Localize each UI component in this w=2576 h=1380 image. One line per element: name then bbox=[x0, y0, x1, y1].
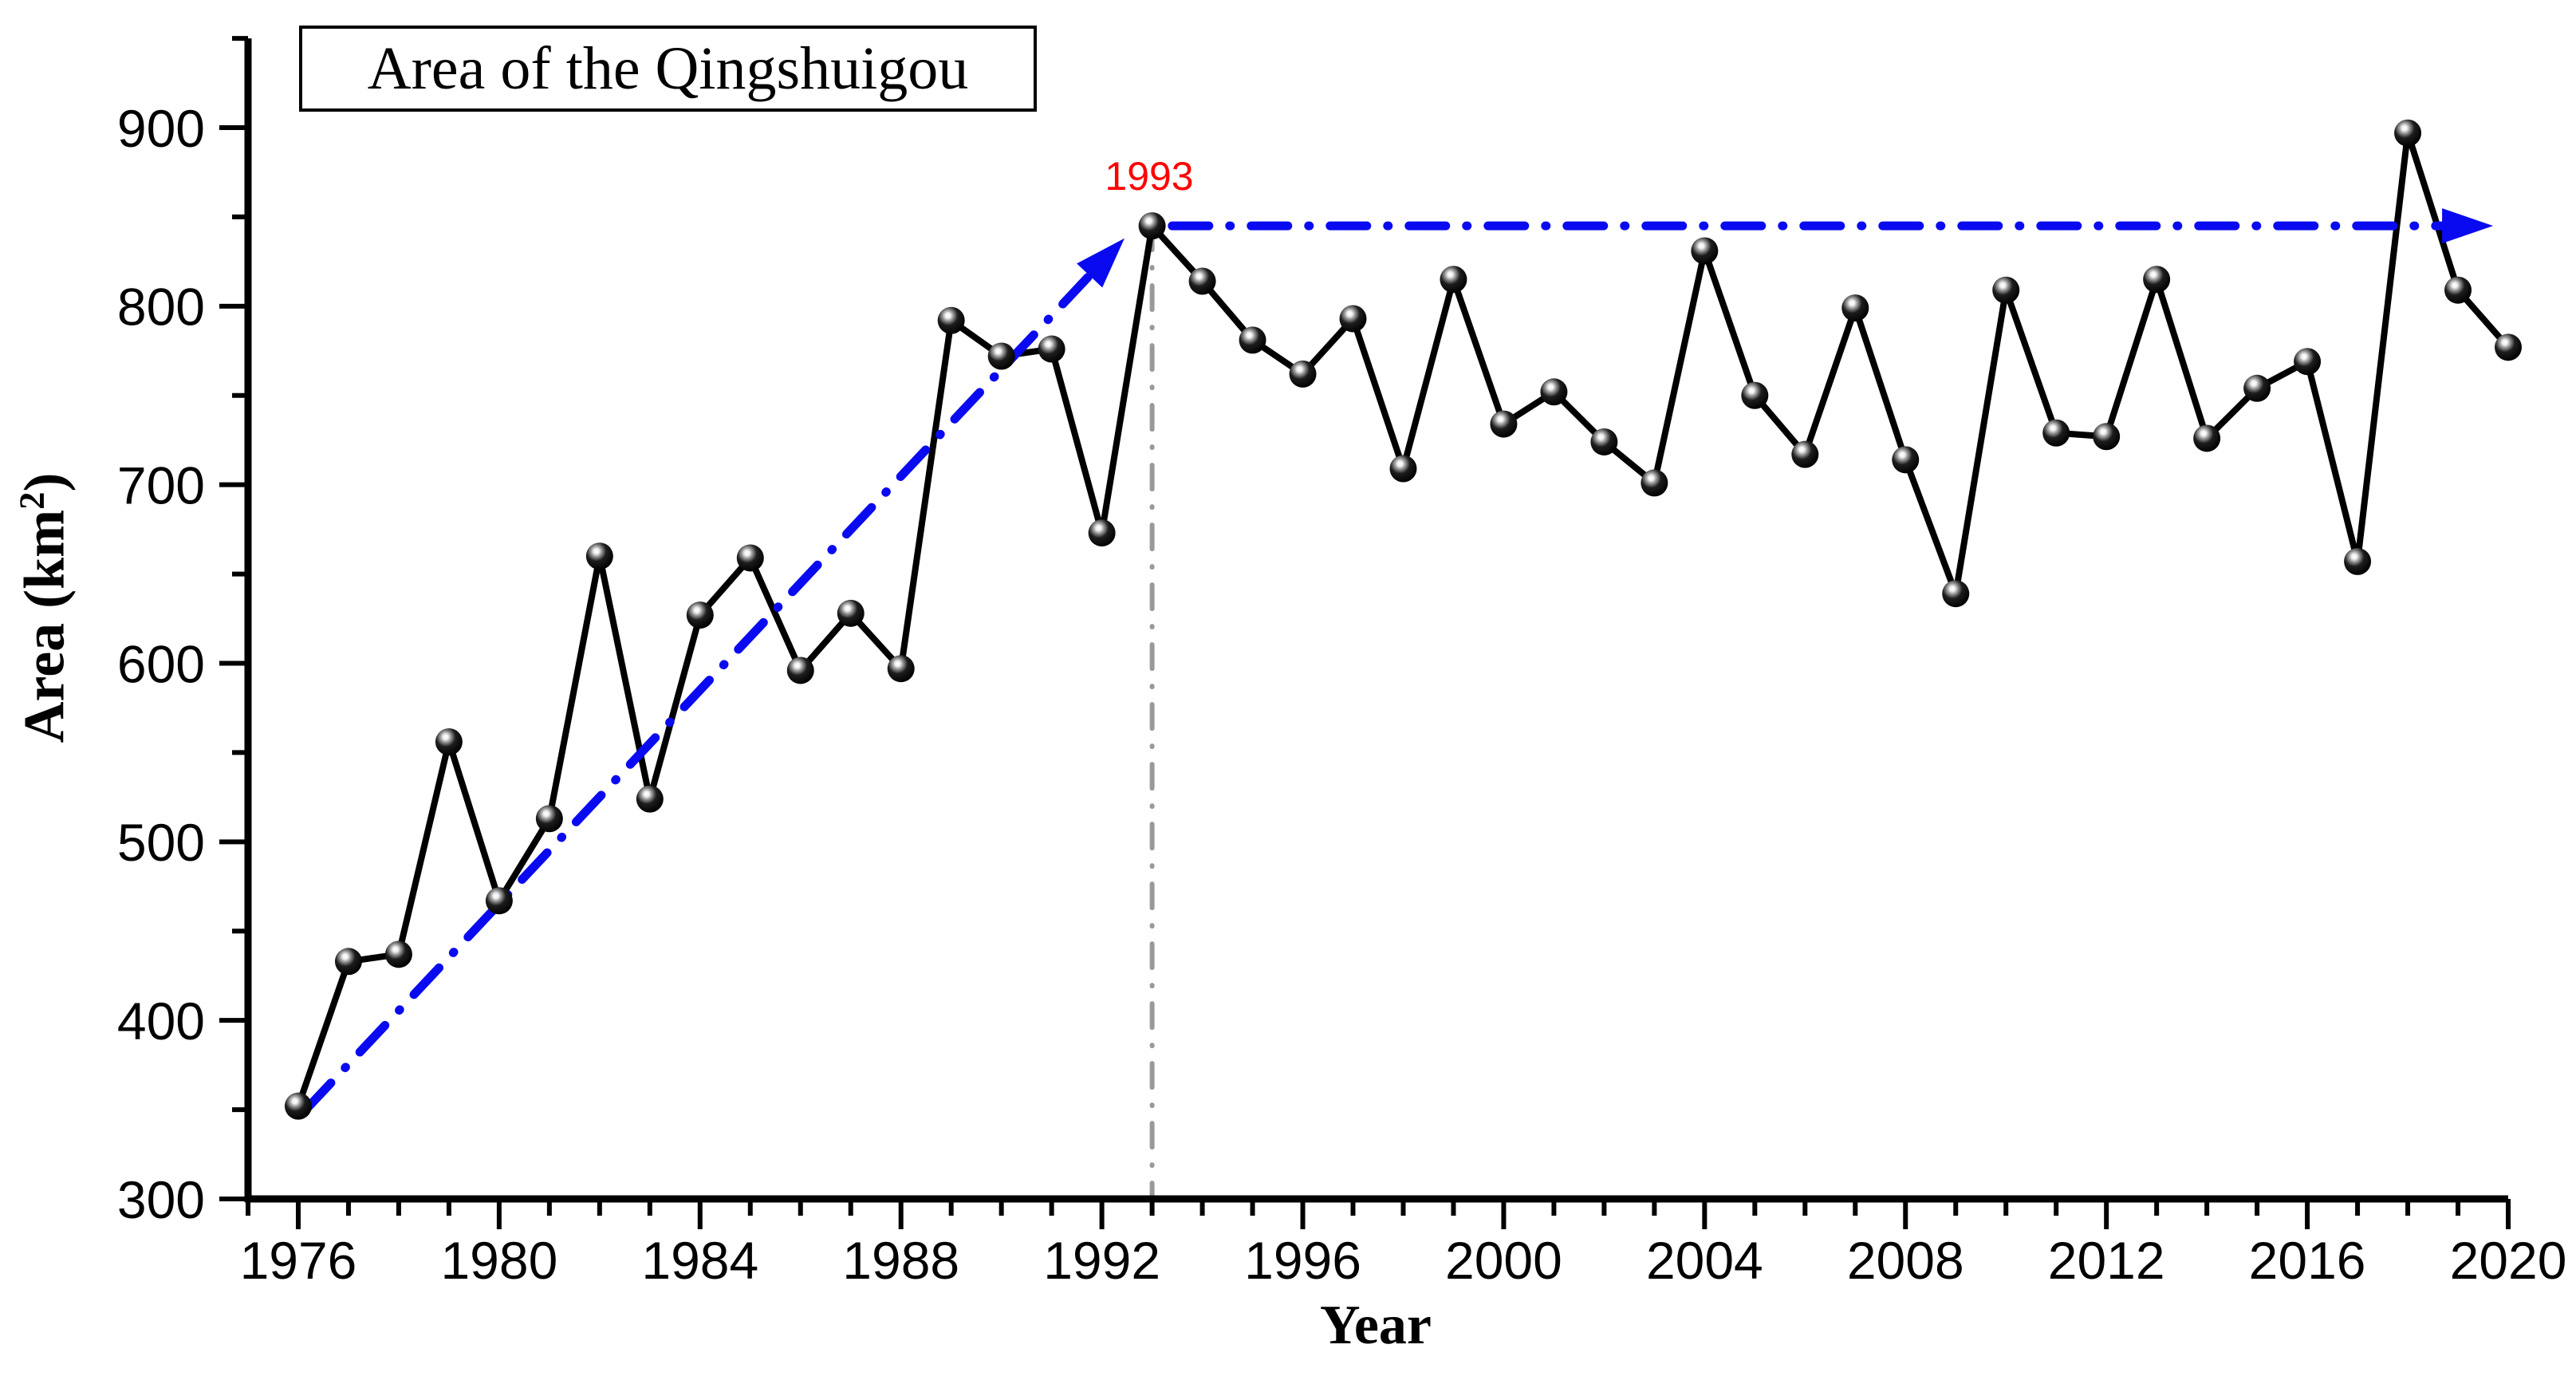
data-point-marker bbox=[2394, 119, 2422, 147]
data-point-marker bbox=[485, 887, 513, 915]
data-point-marker bbox=[585, 542, 613, 570]
data-point-marker bbox=[1841, 294, 1869, 322]
chart-title-box: Area of the Qingshuigou bbox=[299, 26, 1037, 112]
data-point-marker bbox=[937, 306, 965, 334]
data-point-marker bbox=[1892, 446, 1920, 474]
data-point-marker bbox=[1992, 276, 2020, 304]
data-point-marker bbox=[1540, 378, 1568, 406]
data-point-marker bbox=[987, 342, 1015, 370]
annotation-1993: 1993 bbox=[1105, 154, 1194, 199]
data-point-marker bbox=[837, 599, 865, 627]
data-point-marker bbox=[1590, 428, 1618, 455]
trend-arrow-head bbox=[2442, 208, 2494, 244]
x-tick-label: 1996 bbox=[1244, 1231, 1361, 1290]
data-point-marker bbox=[1239, 326, 1266, 354]
data-point-marker bbox=[334, 948, 362, 976]
data-point-marker bbox=[1088, 519, 1116, 547]
data-point-marker bbox=[384, 940, 412, 968]
x-tick-label: 2008 bbox=[1847, 1231, 1964, 1290]
data-point-marker bbox=[1440, 266, 1467, 294]
data-point-marker bbox=[1691, 237, 1719, 265]
data-point-marker bbox=[2243, 374, 2271, 402]
y-tick-label: 600 bbox=[117, 634, 205, 693]
data-point-marker bbox=[1490, 410, 1518, 438]
chart-title: Area of the Qingshuigou bbox=[367, 34, 969, 102]
area-series-line bbox=[294, 129, 2511, 1110]
data-point-marker bbox=[435, 727, 463, 755]
y-tick-label: 800 bbox=[117, 278, 205, 337]
y-axis-title-prefix: Area (km bbox=[12, 509, 77, 743]
data-point-marker bbox=[786, 656, 814, 684]
x-tick-label: 2020 bbox=[2450, 1231, 2567, 1290]
data-point-marker bbox=[2444, 276, 2472, 304]
x-axis-title: Year bbox=[1320, 1295, 1432, 1356]
trend-arrow-line bbox=[301, 267, 1097, 1114]
data-point-marker bbox=[1138, 212, 1166, 240]
data-point-marker bbox=[2193, 424, 2221, 452]
data-point-marker bbox=[2042, 419, 2070, 447]
data-point-marker bbox=[887, 655, 915, 683]
y-axis-title-superscript: 2 bbox=[11, 491, 52, 510]
data-point-marker bbox=[2294, 348, 2322, 376]
data-point-marker bbox=[636, 785, 664, 813]
data-point-marker bbox=[1289, 360, 1317, 388]
x-tick-label: 1992 bbox=[1043, 1231, 1160, 1290]
y-axis-title-suffix: ) bbox=[12, 472, 77, 492]
data-point-marker bbox=[2495, 333, 2522, 361]
data-point-marker bbox=[284, 1092, 312, 1120]
y-tick-label: 500 bbox=[117, 813, 205, 872]
data-point-marker bbox=[736, 544, 764, 572]
x-tick-label: 1988 bbox=[842, 1231, 959, 1290]
y-tick-label: 900 bbox=[117, 99, 205, 158]
data-point-marker bbox=[2143, 266, 2171, 294]
x-tick-label: 1980 bbox=[440, 1231, 557, 1290]
x-tick-label: 2004 bbox=[1646, 1231, 1763, 1290]
x-tick-label: 1984 bbox=[641, 1231, 758, 1290]
data-point-marker bbox=[1038, 335, 1065, 363]
data-point-marker bbox=[1741, 381, 1769, 409]
data-point-marker bbox=[1188, 267, 1216, 295]
data-point-marker bbox=[1791, 440, 1819, 468]
x-tick-label: 2000 bbox=[1445, 1231, 1562, 1290]
x-tick-label: 2016 bbox=[2249, 1231, 2366, 1290]
trend-arrow-head bbox=[1077, 238, 1125, 288]
data-point-marker bbox=[535, 805, 563, 833]
y-axis-title: Area (km2) bbox=[12, 473, 78, 743]
y-tick-label: 700 bbox=[117, 455, 205, 515]
x-tick-label: 2012 bbox=[2048, 1231, 2165, 1290]
y-tick-label: 300 bbox=[117, 1170, 205, 1229]
data-point-marker bbox=[1641, 469, 1668, 497]
x-tick-label: 1976 bbox=[240, 1231, 357, 1290]
data-point-marker bbox=[1942, 580, 1970, 608]
data-point-marker bbox=[686, 601, 714, 629]
data-point-marker bbox=[1389, 455, 1417, 483]
y-tick-label: 400 bbox=[117, 992, 205, 1051]
data-point-marker bbox=[2093, 423, 2121, 451]
data-point-marker bbox=[1339, 305, 1367, 333]
data-point-marker bbox=[2344, 547, 2372, 575]
